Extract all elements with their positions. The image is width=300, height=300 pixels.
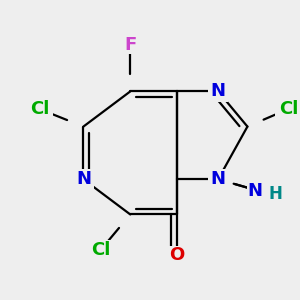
Text: O: O (169, 246, 185, 264)
Bar (26, 100, 52, 118)
Bar (247, 182, 263, 200)
Text: N: N (247, 182, 262, 200)
Text: H: H (268, 185, 282, 203)
Bar (208, 169, 228, 190)
Text: N: N (211, 170, 226, 188)
Text: F: F (124, 36, 136, 54)
Bar (73, 169, 94, 190)
Bar (168, 246, 186, 265)
Text: N: N (211, 82, 226, 100)
Text: N: N (76, 170, 91, 188)
Text: Cl: Cl (279, 100, 298, 118)
Bar (88, 240, 114, 259)
Bar (208, 81, 228, 102)
Text: Cl: Cl (30, 100, 49, 118)
Bar (275, 100, 300, 118)
Bar (269, 186, 282, 202)
Bar (122, 35, 139, 54)
Text: Cl: Cl (91, 241, 111, 259)
